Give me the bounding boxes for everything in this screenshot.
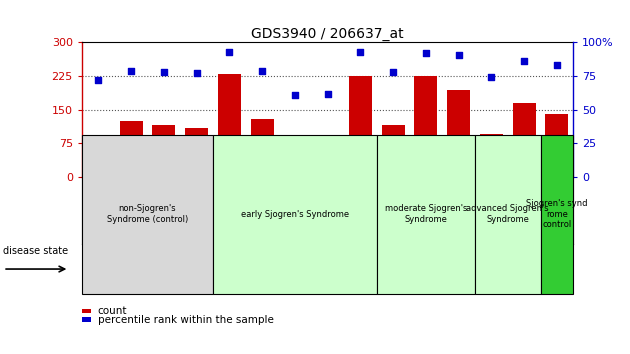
Text: GSM569484: GSM569484 [421,181,430,227]
Point [290,92,300,98]
Text: GSM569480: GSM569480 [290,181,299,227]
Bar [87,143,110,177]
Bar [185,128,208,177]
Point [454,52,464,57]
Point [126,68,136,74]
Text: GSM569473: GSM569473 [94,181,103,227]
Text: GSM569481: GSM569481 [323,181,332,227]
Point [159,69,169,75]
Text: disease state: disease state [3,246,68,256]
Text: GSM569471: GSM569471 [487,181,496,227]
Bar [382,125,404,177]
Text: GSM569482: GSM569482 [356,181,365,227]
Bar [218,74,241,177]
Bar [152,125,175,177]
Text: GSM569475: GSM569475 [159,181,168,227]
Text: GSM569485: GSM569485 [454,181,463,227]
Bar [349,76,372,177]
Point [93,77,103,83]
Bar [377,135,475,294]
Text: advanced Sjogren's
Syndrome: advanced Sjogren's Syndrome [466,205,549,224]
Text: GSM569478: GSM569478 [225,181,234,227]
Point [355,49,365,55]
Point [552,63,562,68]
Bar [475,135,541,294]
Text: percentile rank within the sample: percentile rank within the sample [98,315,273,325]
Bar [480,135,503,177]
Bar [541,135,573,294]
Point [257,68,267,74]
Text: GSM569474: GSM569474 [127,181,135,227]
Point [323,91,333,96]
Text: early Sjogren's Syndrome: early Sjogren's Syndrome [241,210,349,219]
Bar [284,148,306,177]
Text: GSM569472: GSM569472 [520,181,529,227]
Point [519,58,529,64]
Bar [82,135,213,294]
Text: count: count [98,306,127,316]
Bar [447,90,470,177]
Point [224,49,234,55]
Text: moderate Sjogren's
Syndrome: moderate Sjogren's Syndrome [385,205,467,224]
Bar [546,114,568,177]
Bar [213,135,377,294]
Title: GDS3940 / 206637_at: GDS3940 / 206637_at [251,28,404,41]
Bar [513,103,536,177]
Text: GSM569476: GSM569476 [192,181,201,227]
Bar [120,121,142,177]
Text: Sjogren's synd
rome
control: Sjogren's synd rome control [526,199,588,229]
Point [486,75,496,80]
Text: non-Sjogren's
Syndrome (control): non-Sjogren's Syndrome (control) [107,205,188,224]
Point [421,50,431,56]
Text: GSM569477: GSM569477 [553,181,561,227]
Point [388,69,398,75]
Text: GSM569479: GSM569479 [258,181,266,227]
Bar [316,150,339,177]
Point [192,70,202,76]
Text: GSM569483: GSM569483 [389,181,398,227]
Bar [415,76,437,177]
Bar [251,119,273,177]
